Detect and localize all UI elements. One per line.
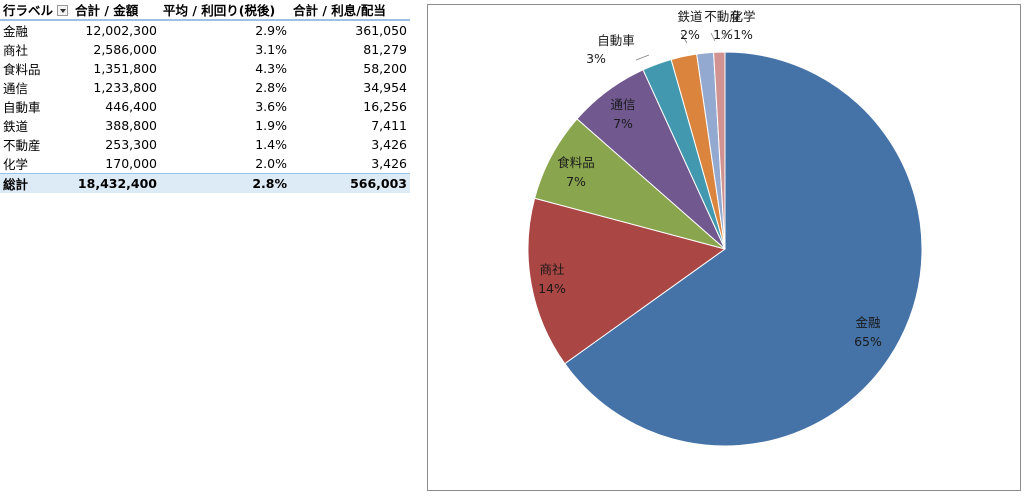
total-yield: 2.8%: [160, 173, 290, 193]
cell-amount[interactable]: 170,000: [105, 156, 157, 171]
slice-percent-label: 1%: [733, 27, 753, 42]
header-amount[interactable]: 合計 / 金額: [72, 0, 160, 21]
slice-category-label: 自動車: [597, 33, 635, 48]
cell-amount[interactable]: 253,300: [105, 137, 157, 152]
cell-yield[interactable]: 2.0%: [255, 156, 287, 171]
slice-category-label: 通信: [610, 97, 635, 112]
cell-interest[interactable]: 361,050: [355, 23, 407, 38]
cell-interest[interactable]: 7,411: [371, 118, 407, 133]
slice-percent-label: 7%: [613, 116, 633, 131]
cell-interest[interactable]: 58,200: [363, 61, 407, 76]
header-row-labels-text: 行ラベル: [3, 3, 54, 18]
cell-interest[interactable]: 16,256: [363, 99, 407, 114]
cell-yield[interactable]: 1.4%: [255, 137, 287, 152]
table-row[interactable]: 自動車 446,400 3.6% 16,256: [0, 97, 410, 116]
pie-chart: 金融 65% 商社 14% 食料品 7% 通信 7% 自動車 3% 鉄道 2% 不動産 1% 化学 1%: [527, 9, 923, 447]
cell-row-label[interactable]: 鉄道: [3, 119, 29, 134]
pivot-table: 行ラベル 合計 / 金額 平均 / 利回り(税後) 合計 / 利息/配当 金融 1…: [0, 0, 410, 193]
total-amount: 18,432,400: [72, 173, 160, 193]
slice-percent-label: 2%: [680, 27, 700, 42]
leader-line: [680, 32, 688, 44]
pivot-header-row: 行ラベル 合計 / 金額 平均 / 利回り(税後) 合計 / 利息/配当: [0, 0, 410, 21]
cell-amount[interactable]: 1,351,800: [93, 61, 157, 76]
cell-interest[interactable]: 81,279: [363, 42, 407, 57]
slice-category-label: 不動産: [704, 9, 742, 24]
cell-row-label[interactable]: 通信: [3, 81, 29, 96]
slice-category-label: 化学: [730, 9, 755, 24]
slice-category-label: 金融: [855, 315, 881, 330]
table-row[interactable]: 金融 12,002,300 2.9% 361,050: [0, 20, 410, 40]
table-row[interactable]: 不動産 253,300 1.4% 3,426: [0, 135, 410, 154]
pie-chart-area[interactable]: 金融 65% 商社 14% 食料品 7% 通信 7% 自動車 3% 鉄道 2% 不動産 1% 化学 1%: [427, 4, 1021, 491]
cell-row-label[interactable]: 食料品: [3, 62, 41, 77]
cell-yield[interactable]: 3.6%: [255, 99, 287, 114]
header-row-labels[interactable]: 行ラベル: [0, 0, 72, 21]
leader-line: [720, 28, 733, 40]
slice-category-label: 鉄道: [677, 9, 703, 24]
pie-slice-1[interactable]: [564, 51, 923, 447]
filter-dropdown-icon[interactable]: [57, 5, 69, 16]
cell-row-label[interactable]: 不動産: [3, 138, 41, 153]
header-yield[interactable]: 平均 / 利回り(税後): [160, 0, 290, 21]
cell-row-label[interactable]: 商社: [3, 43, 29, 58]
slice-percent-label: 1%: [713, 27, 733, 42]
slice-percent-label: 7%: [566, 174, 586, 189]
slice-category-label: 食料品: [557, 155, 595, 170]
cell-interest[interactable]: 3,426: [371, 137, 407, 152]
table-row[interactable]: 鉄道 388,800 1.9% 7,411: [0, 116, 410, 135]
grand-total-row: 総計 18,432,400 2.8% 566,003: [0, 173, 410, 193]
pie-slice-8[interactable]: [713, 51, 726, 250]
cell-row-label[interactable]: 金融: [3, 24, 29, 39]
table-row[interactable]: 食料品 1,351,800 4.3% 58,200: [0, 59, 410, 78]
pie-slice-2[interactable]: [527, 197, 727, 365]
cell-amount[interactable]: 2,586,000: [93, 42, 157, 57]
slice-percent-label: 65%: [854, 334, 882, 349]
slice-percent-label: 14%: [538, 281, 566, 296]
total-label: 総計: [0, 173, 72, 193]
table-row[interactable]: 通信 1,233,800 2.8% 34,954: [0, 78, 410, 97]
cell-row-label[interactable]: 自動車: [3, 100, 41, 115]
table-row[interactable]: 化学 170,000 2.0% 3,426: [0, 154, 410, 174]
cell-yield[interactable]: 3.1%: [255, 42, 287, 57]
cell-yield[interactable]: 2.9%: [255, 23, 287, 38]
slice-percent-label: 3%: [586, 51, 606, 66]
cell-amount[interactable]: 12,002,300: [85, 23, 157, 38]
cell-amount[interactable]: 446,400: [105, 99, 157, 114]
slice-category-label: 商社: [539, 262, 564, 277]
cell-interest[interactable]: 3,426: [371, 156, 407, 171]
total-interest: 566,003: [290, 173, 410, 193]
header-interest[interactable]: 合計 / 利息/配当: [290, 0, 410, 21]
table-row[interactable]: 商社 2,586,000 3.1% 81,279: [0, 40, 410, 59]
cell-interest[interactable]: 34,954: [363, 80, 407, 95]
cell-yield[interactable]: 1.9%: [255, 118, 287, 133]
leader-line: [710, 32, 716, 42]
cell-row-label[interactable]: 化学: [3, 157, 29, 172]
leader-line: [635, 54, 650, 61]
cell-yield[interactable]: 4.3%: [255, 61, 287, 76]
cell-amount[interactable]: 1,233,800: [93, 80, 157, 95]
cell-amount[interactable]: 388,800: [105, 118, 157, 133]
cell-yield[interactable]: 2.8%: [255, 80, 287, 95]
